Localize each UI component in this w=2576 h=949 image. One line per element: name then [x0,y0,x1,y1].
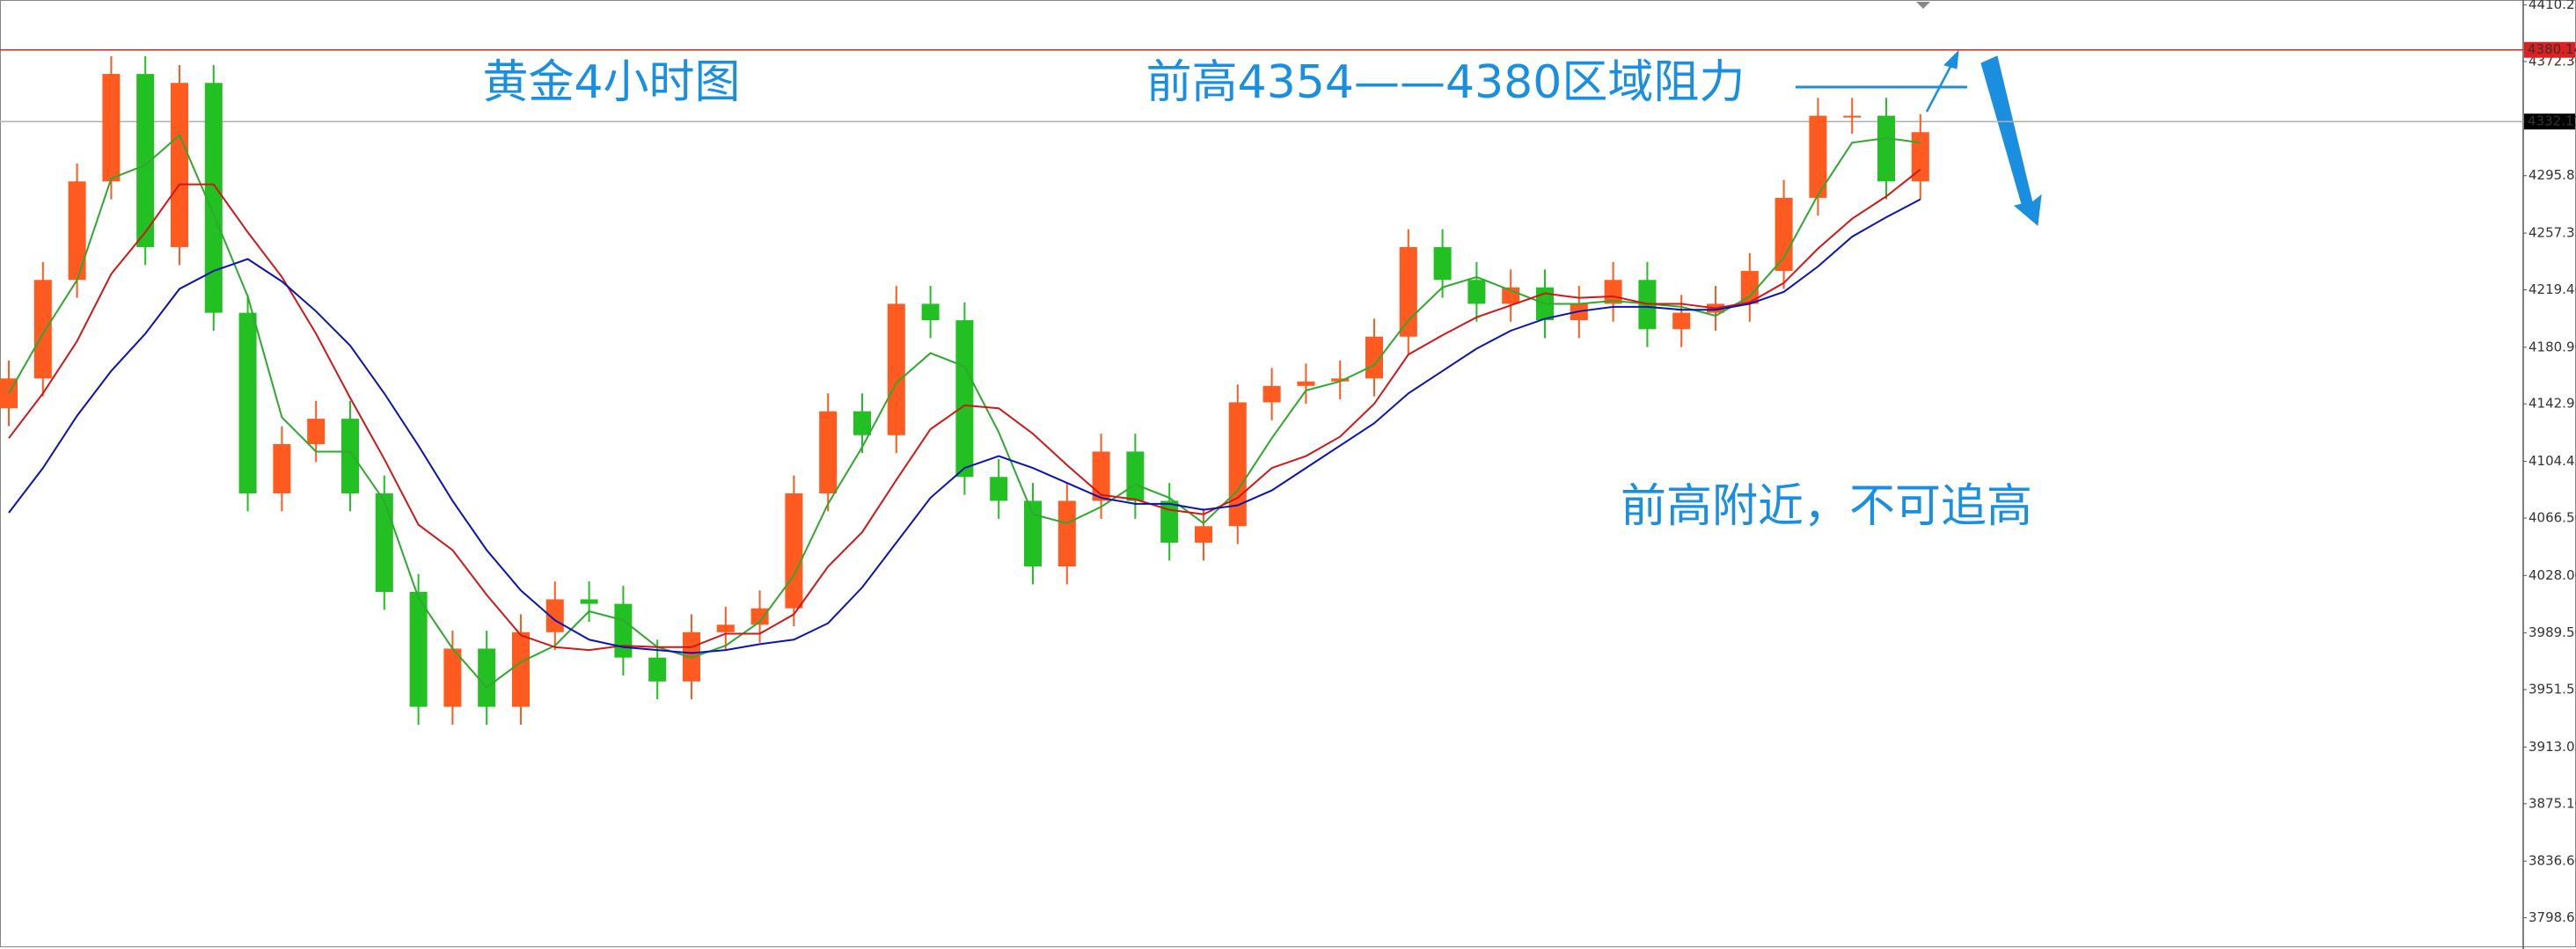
candle-body [1433,246,1452,281]
marker [1916,2,1930,9]
candle-body [1262,385,1281,403]
candle-body [443,648,462,707]
candle-body [990,477,1008,501]
down-arrow [1980,55,2042,226]
candle-body [887,303,905,435]
chart-title: 黄金4小时图 [482,56,740,109]
candle-body [921,303,940,321]
candle-body [1911,132,1929,182]
drawings [1796,49,2042,226]
candle-body [478,648,496,707]
candle-body [307,419,326,444]
candle-body [1877,115,1895,182]
candle-body [1740,271,1759,304]
y-tick-label: 3798.65 [2528,909,2576,925]
candle-body [819,411,838,493]
candle-body [1228,402,1247,527]
moving-average [8,198,1921,654]
candle-body [1843,115,1862,118]
candle-body [955,320,974,478]
candle-body [785,493,803,609]
candle-body [614,603,633,658]
moving-average [8,134,1921,689]
y-tick-label: 3951.55 [2528,682,2576,697]
candle-body [204,83,223,313]
candle-body [1297,381,1315,386]
candle-body [341,419,359,493]
candle-body [1024,500,1042,567]
candle-body [1775,197,1793,272]
price-tag [2524,41,2575,58]
candle-body [1195,526,1212,543]
candle-body [68,181,86,281]
annotation: 前高附近，不可追高 [1621,480,2032,533]
y-tick-label: 4295.85 [2528,167,2576,183]
candle-body [750,608,769,625]
arrow-head [1943,49,1959,69]
candle-body [33,280,52,379]
candle-body [716,624,735,632]
y-tick-label: 4219.40 [2528,281,2576,297]
candle-body [1092,451,1110,501]
price-tag [2524,113,2575,130]
price-tag-label: 4332.11 [2528,113,2576,129]
candle-body [102,74,121,182]
price-tag-label: 4380.14 [2528,41,2576,57]
y-tick-label: 4142.95 [2528,396,2576,412]
y-tick-label: 4180.90 [2528,339,2576,354]
candle-body [1467,280,1486,304]
y-tick-label: 3836.60 [2528,853,2576,869]
candle-body [512,631,530,707]
candle-body [1160,500,1179,543]
candle-body [136,74,155,247]
annotation: 前高4354——4380区域阻力 [1146,56,1745,109]
candle-body [545,599,564,632]
candle-body [580,599,598,604]
y-tick-label: 4257.35 [2528,225,2576,241]
candle-body [1672,312,1691,330]
moving-average [8,168,1921,652]
candle-body [273,443,291,493]
y-tick-label: 3989.50 [2528,624,2576,640]
candle-body [648,657,667,682]
candle-body [1057,500,1076,567]
y-tick-label: 3875.10 [2528,795,2576,811]
y-tick-label: 4104.45 [2528,453,2576,469]
candle-body [1331,378,1350,382]
candle-body [375,493,393,592]
candle-body [1399,246,1417,337]
candle-body [171,83,188,247]
candle-body [853,411,871,435]
y-tick-label: 4066.50 [2528,509,2576,525]
candle-body [238,312,257,493]
y-tick-label: 3913.05 [2528,739,2576,755]
candle-body [409,591,428,707]
candle-body [1809,115,1827,198]
y-tick-label: 4410.25 [2528,0,2576,12]
y-tick-label: 4028.00 [2528,567,2576,583]
drawn-arrow [1925,61,1955,113]
candle-body [1126,451,1145,501]
